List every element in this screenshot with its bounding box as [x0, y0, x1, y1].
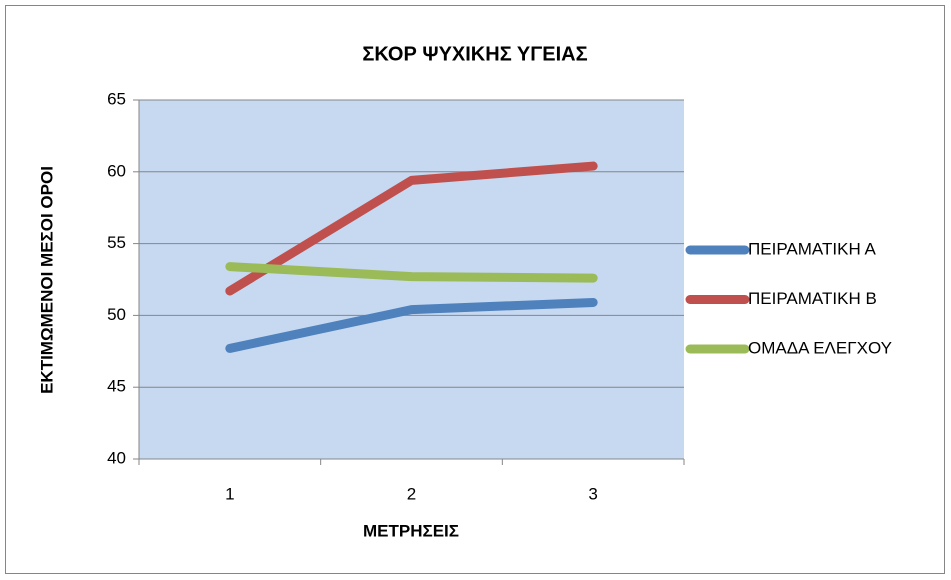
y-tick-label: 65: [107, 89, 126, 108]
chart-title: ΣΚΟΡ ΨΥΧΙΚΗΣ ΥΓΕΙΑΣ: [362, 43, 587, 65]
y-axis-label: ΕΚΤΙΜΩΜΕΝΟΙ ΜΕΣΟΙ ΟΡΟΙ: [37, 166, 56, 394]
y-tick-label: 50: [107, 305, 126, 324]
y-tick-label: 40: [107, 448, 126, 467]
series-line: [225, 161, 598, 296]
y-tick-label: 45: [107, 377, 126, 396]
y-tick-label: 60: [107, 161, 126, 180]
y-tick-label: 55: [107, 233, 126, 252]
legend-label: ΟΜΑΔΑ ΕΛΕΓΧΟΥ: [748, 338, 892, 357]
x-tick-label: 1: [225, 484, 234, 503]
x-tick-label: 2: [407, 484, 416, 503]
x-axis-label: ΜΕΤΡΗΣΕΙΣ: [363, 521, 459, 540]
x-tick-label: 3: [588, 484, 597, 503]
legend-label: ΠΕΙΡΑΜΑΤΙΚΗ Β: [748, 289, 877, 308]
legend-label: ΠΕΙΡΑΜΑΤΙΚΗ Α: [748, 239, 877, 258]
series-line: [225, 297, 598, 353]
series-line: [225, 262, 598, 283]
